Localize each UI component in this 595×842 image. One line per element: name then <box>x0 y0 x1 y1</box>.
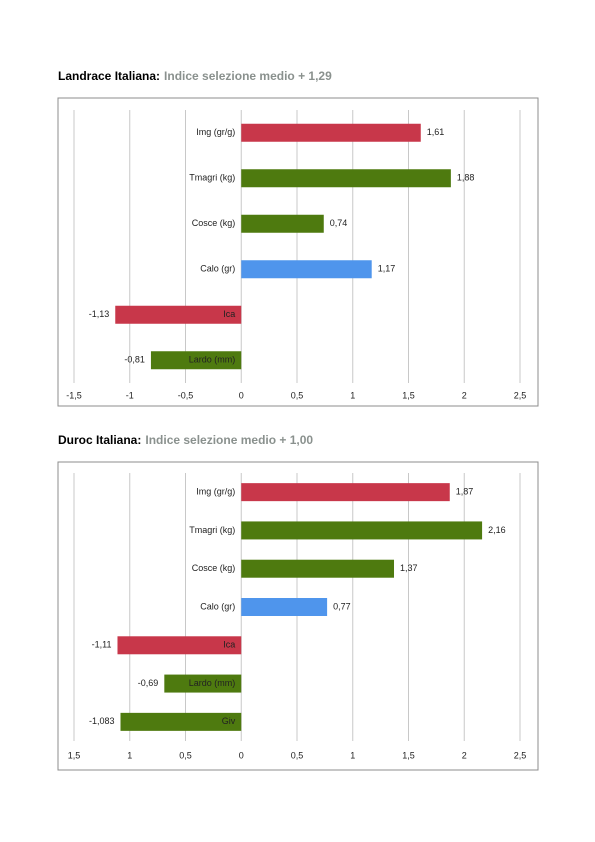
x-tick-label: 1 <box>350 750 355 760</box>
bar <box>117 636 242 655</box>
category-label: Ica <box>223 309 235 319</box>
x-tick-label: 2,5 <box>514 750 527 760</box>
value-label: -1,13 <box>89 309 110 319</box>
x-tick-label: 2,5 <box>514 390 527 400</box>
title: Landrace Italiana: <box>58 69 160 83</box>
x-tick-label: 0 <box>239 750 244 760</box>
value-label: -1,11 <box>92 640 112 650</box>
x-tick-label: 2 <box>462 750 467 760</box>
x-tick-label: 0,5 <box>179 750 192 760</box>
chart-title: Landrace Italiana: Indice selezione medio… <box>58 69 332 83</box>
x-tick-label: -1,5 <box>66 390 82 400</box>
chart-frame <box>57 461 539 771</box>
bar <box>120 712 242 731</box>
value-label: 1,88 <box>457 173 475 183</box>
value-label: 2,16 <box>488 525 506 535</box>
title: Duroc Italiana: <box>58 433 141 447</box>
value-label: 0,74 <box>330 218 348 228</box>
category-label: Lardo (mm) <box>189 355 236 365</box>
x-tick-label: 1,5 <box>402 750 415 760</box>
category-label: Img (gr/g) <box>196 487 235 497</box>
bar <box>241 559 395 578</box>
x-tick-label: 2 <box>462 390 467 400</box>
value-label: 1,37 <box>400 563 418 573</box>
chart-frame <box>57 97 539 407</box>
value-label: -1,083 <box>89 716 115 726</box>
category-label: Cosce (kg) <box>192 563 236 573</box>
bar <box>164 674 242 693</box>
value-label: -0,81 <box>124 355 145 365</box>
category-label: Ica <box>223 640 235 650</box>
bar <box>241 123 421 142</box>
x-tick-label: 1 <box>127 750 132 760</box>
category-label: Giv <box>222 716 236 726</box>
x-tick-label: 0,5 <box>291 750 304 760</box>
category-label: Lardo (mm) <box>189 678 236 688</box>
bar <box>115 305 242 324</box>
category-label: Calo (gr) <box>200 264 235 274</box>
category-label: Tmagri (kg) <box>189 525 235 535</box>
x-tick-label: -1 <box>126 390 134 400</box>
category-label: Calo (gr) <box>200 601 235 611</box>
value-label: 1,87 <box>456 487 474 497</box>
subtitle: Indice selezione medio + 1,29 <box>164 69 332 83</box>
bar <box>241 483 450 502</box>
bar <box>241 260 372 279</box>
x-tick-label: 0 <box>239 390 244 400</box>
value-label: 0,77 <box>333 601 351 611</box>
chart-title: Duroc Italiana: Indice selezione medio + … <box>58 433 313 447</box>
value-label: 1,17 <box>378 264 396 274</box>
category-label: Cosce (kg) <box>192 218 236 228</box>
x-tick-label: -0,5 <box>178 390 194 400</box>
bar <box>150 351 242 370</box>
bar <box>241 169 451 188</box>
value-label: -0,69 <box>138 678 159 688</box>
subtitle: Indice selezione medio + 1,00 <box>145 433 313 447</box>
bar <box>241 521 483 540</box>
value-label: 1,61 <box>427 127 445 137</box>
x-tick-label: 1 <box>350 390 355 400</box>
bar <box>241 598 328 616</box>
category-label: Img (gr/g) <box>196 127 235 137</box>
x-tick-label: 0,5 <box>291 390 304 400</box>
bar <box>241 214 324 233</box>
x-tick-label: 1,5 <box>402 390 415 400</box>
x-tick-label: 1,5 <box>68 750 81 760</box>
category-label: Tmagri (kg) <box>189 173 235 183</box>
